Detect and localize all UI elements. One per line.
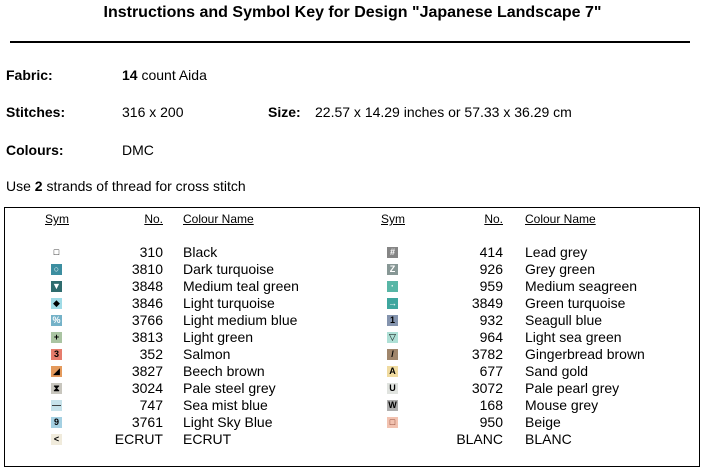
- symbol: ⧗: [51, 383, 62, 394]
- colour-number: 950: [479, 414, 503, 430]
- symbol: ·: [387, 281, 398, 292]
- colour-name: Sea mist blue: [183, 397, 268, 413]
- colour-name: Lead grey: [525, 244, 588, 260]
- fabric-text: count Aida: [141, 67, 207, 83]
- colour-name: Seagull blue: [525, 312, 603, 328]
- colour-name: Black: [183, 244, 218, 260]
- symbol: ▼: [51, 281, 62, 292]
- colour-name: Pale pearl grey: [525, 380, 620, 396]
- instruction-after: strands of thread for cross stitch: [46, 178, 246, 194]
- colour-number: 3827: [131, 363, 163, 379]
- colour-name: Light Sky Blue: [183, 414, 273, 430]
- symbol: □: [51, 247, 62, 258]
- colour-name: Mouse grey: [525, 397, 599, 413]
- header-name: Colour Name: [525, 212, 596, 226]
- colour-number: ECRUT: [114, 431, 163, 447]
- colour-number: 3782: [471, 346, 503, 362]
- symbol: 9: [51, 417, 62, 428]
- colour-name: Light medium blue: [183, 312, 298, 328]
- colour-number: 677: [479, 363, 503, 379]
- instruction-before: Use: [6, 178, 31, 194]
- colour-number: 3810: [131, 261, 163, 277]
- colour-name: Dark turquoise: [183, 261, 275, 277]
- symbol: —: [51, 400, 62, 411]
- colour-number: 168: [479, 397, 503, 413]
- colour-name: Pale steel grey: [183, 380, 276, 396]
- separator: [10, 41, 690, 43]
- header-sym: Sym: [45, 212, 69, 226]
- colours-value: DMC: [122, 142, 154, 158]
- header-no: No.: [484, 212, 503, 226]
- colour-name: Grey green: [525, 261, 596, 277]
- colour-name: Gingerbread brown: [525, 346, 645, 362]
- colour-number: BLANC: [456, 431, 503, 447]
- colour-name: Light sea green: [525, 329, 622, 345]
- colour-number: 926: [479, 261, 503, 277]
- colour-number: 3813: [131, 329, 163, 345]
- colour-number: 3849: [471, 295, 503, 311]
- symbol: Z: [387, 264, 398, 275]
- header-sym: Sym: [381, 212, 405, 226]
- colour-name: Salmon: [183, 346, 231, 362]
- colour-number: 3024: [131, 380, 163, 396]
- colour-number: 310: [139, 244, 163, 260]
- stitches-value: 316 x 200: [122, 104, 184, 120]
- colour-number: 3848: [131, 278, 163, 294]
- symbol: U: [387, 383, 398, 394]
- size-value: 22.57 x 14.29 inches or 57.33 x 36.29 cm: [315, 104, 572, 120]
- instruction: Use 2 strands of thread for cross stitch: [6, 178, 246, 194]
- symbol: +: [51, 332, 62, 343]
- colour-number: 747: [139, 397, 163, 413]
- symbol: 3: [51, 349, 62, 360]
- symbol: %: [51, 315, 62, 326]
- symbol: /: [387, 349, 398, 360]
- symbol: □: [387, 417, 398, 428]
- colour-name: ECRUT: [183, 431, 232, 447]
- symbol: W: [387, 400, 398, 411]
- colour-name: Medium teal green: [183, 278, 299, 294]
- colour-name: Beech brown: [183, 363, 265, 379]
- strands: 2: [34, 178, 43, 194]
- symbol: ◆: [51, 298, 62, 309]
- stitches-label: Stitches:: [6, 104, 66, 120]
- symbol: →: [387, 298, 398, 309]
- colour-name: Light turquoise: [183, 295, 275, 311]
- symbol: A: [387, 366, 398, 377]
- fabric-label: Fabric:: [6, 67, 53, 83]
- colour-number: 3072: [471, 380, 503, 396]
- colour-number: 3846: [131, 295, 163, 311]
- symbol: ◢: [51, 366, 62, 377]
- fabric-value: 14 count Aida: [122, 67, 207, 83]
- colour-name: BLANC: [525, 431, 572, 447]
- symbol-table: Sym No. Colour Name □ 310 Black ○ 3810 Dark turq…: [4, 207, 700, 467]
- title: Instructions and Symbol Key for Design "…: [103, 4, 602, 21]
- colours-label: Colours:: [6, 142, 64, 158]
- colour-name: Light green: [183, 329, 254, 345]
- symbol: #: [387, 247, 398, 258]
- colour-number: 964: [479, 329, 503, 345]
- colour-number: 352: [139, 346, 163, 362]
- symbol: 1: [387, 315, 398, 326]
- fabric-count: 14: [122, 67, 138, 83]
- colour-name: Beige: [525, 414, 561, 430]
- symbol: ○: [51, 264, 62, 275]
- colour-number: 959: [479, 278, 503, 294]
- symbol: <: [51, 434, 62, 445]
- colour-name: Sand gold: [525, 363, 589, 379]
- header-no: No.: [144, 212, 163, 226]
- colour-number: 414: [479, 244, 503, 260]
- colour-number: 932: [479, 312, 503, 328]
- size-label: Size:: [268, 104, 301, 120]
- symbol: ▽: [387, 332, 398, 343]
- colour-name: Medium seagreen: [525, 278, 638, 294]
- colour-number: 3766: [131, 312, 163, 328]
- colour-name: Green turquoise: [525, 295, 626, 311]
- header-name: Colour Name: [183, 212, 254, 226]
- colour-number: 3761: [131, 414, 163, 430]
